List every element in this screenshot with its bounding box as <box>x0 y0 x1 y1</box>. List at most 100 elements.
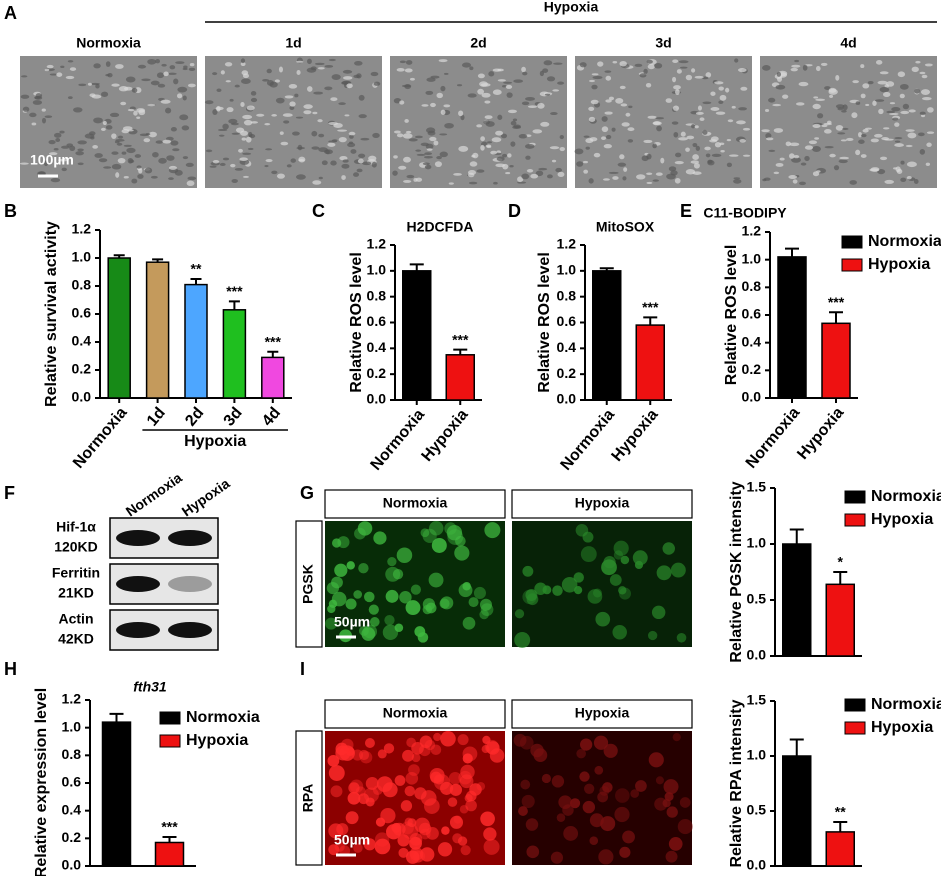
cell <box>306 67 317 73</box>
cell <box>398 165 407 170</box>
micrograph-label: 3d <box>655 35 671 51</box>
cell <box>111 83 120 87</box>
cell <box>265 148 273 151</box>
stained-cell <box>580 546 597 563</box>
cell <box>926 142 932 148</box>
stained-cell <box>533 748 548 763</box>
cell <box>862 83 870 89</box>
legend-swatch <box>844 698 866 712</box>
stained-cell <box>392 569 404 580</box>
cell <box>597 61 604 67</box>
stained-cell <box>383 743 395 754</box>
cell <box>585 138 594 144</box>
error-bar <box>409 263 424 271</box>
cell <box>615 98 624 104</box>
error-bar <box>190 278 202 285</box>
cell <box>298 159 305 162</box>
cell <box>731 105 736 109</box>
cell <box>583 135 590 138</box>
y-tick-label: 0.8 <box>557 287 577 303</box>
cell <box>647 64 655 70</box>
stained-cell <box>411 753 421 763</box>
cell <box>311 146 320 150</box>
cell <box>675 152 682 158</box>
stained-cell <box>453 815 462 824</box>
cell <box>172 148 180 152</box>
x-tick-label: Hypoxia <box>794 404 847 463</box>
y-tick-label: 0.0 <box>62 857 82 873</box>
cell <box>271 114 277 117</box>
cell <box>170 127 177 132</box>
cell <box>855 149 861 156</box>
cell <box>838 159 848 164</box>
cell <box>183 65 188 69</box>
cell <box>509 164 514 168</box>
cell <box>500 133 508 139</box>
chart-title: fth31 <box>133 679 167 695</box>
x-tick-label: 3d <box>221 404 246 429</box>
stained-cell <box>455 535 466 547</box>
cell <box>176 93 183 99</box>
cell <box>405 130 412 134</box>
cell <box>324 149 333 155</box>
cell <box>44 68 50 72</box>
cell <box>424 164 432 170</box>
stained-cell <box>620 555 630 565</box>
stained-cell <box>328 823 344 839</box>
significance-label: *** <box>452 331 469 347</box>
cell <box>433 140 439 146</box>
cell <box>817 113 824 119</box>
cell <box>591 73 599 76</box>
stained-cell <box>380 807 396 824</box>
cell <box>182 95 187 101</box>
stained-cell <box>449 783 463 796</box>
y-tick-label: 1.0 <box>557 262 577 278</box>
cell <box>493 181 498 185</box>
legend-swatch <box>841 235 863 249</box>
cell <box>552 89 560 92</box>
micrograph-label: Normoxia <box>76 35 141 51</box>
stained-cell <box>514 609 525 619</box>
stained-cell <box>541 773 551 784</box>
cell <box>59 130 65 134</box>
cell <box>826 120 832 125</box>
stained-cell <box>480 811 495 827</box>
y-tick-label: 0.4 <box>72 333 92 349</box>
error-bar <box>599 267 614 271</box>
stained-cell <box>483 838 500 855</box>
cell <box>710 91 716 96</box>
stained-cell <box>349 779 364 793</box>
cell <box>150 80 160 86</box>
cell <box>231 179 238 183</box>
cell <box>905 129 915 132</box>
cell <box>44 115 53 118</box>
y-tick-label: 0.2 <box>62 829 82 845</box>
cell <box>924 63 933 67</box>
stained-cell <box>473 586 486 599</box>
cell <box>280 141 289 146</box>
cell <box>117 157 126 164</box>
cell <box>894 122 900 127</box>
cell <box>439 133 448 136</box>
cell <box>168 177 174 181</box>
cell <box>342 69 353 74</box>
cell <box>216 88 222 92</box>
cell <box>710 136 719 142</box>
bar <box>261 356 285 399</box>
y-tick-label: 1.2 <box>742 223 762 239</box>
cell <box>666 173 676 180</box>
stained-cell <box>479 609 489 620</box>
cell <box>690 160 699 164</box>
cell <box>646 59 653 64</box>
cell <box>55 138 61 143</box>
cell <box>879 86 890 93</box>
cell <box>61 167 67 172</box>
cell <box>107 72 113 78</box>
cell <box>705 72 712 78</box>
chart-title: C11-BODIPY <box>703 205 787 221</box>
x-tick-label: Normoxia <box>743 404 804 472</box>
cell <box>218 134 225 137</box>
significance-label: ** <box>835 804 846 820</box>
cell <box>861 133 867 138</box>
column-header-box <box>511 699 693 729</box>
